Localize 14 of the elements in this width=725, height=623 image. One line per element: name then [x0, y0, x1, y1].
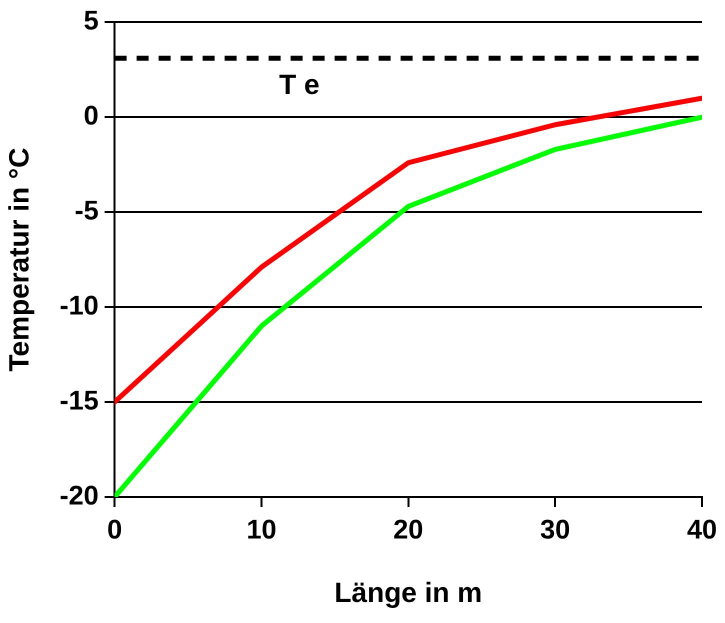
- x-tick-label: 40: [686, 514, 718, 545]
- x-tick-label: 20: [393, 514, 424, 545]
- x-axis-title: Länge in m: [334, 576, 482, 608]
- x-tick-label: 10: [246, 514, 276, 545]
- x-tick-label: 0: [107, 514, 122, 545]
- x-tick-label: 30: [540, 514, 570, 545]
- y-tick-label: 5: [84, 6, 99, 36]
- y-tick-label: -15: [60, 385, 99, 416]
- y-tick-label: -5: [74, 196, 99, 226]
- y-tick-label: -10: [60, 290, 99, 321]
- y-axis-title: Temperatur in °C: [4, 148, 35, 372]
- ref-line-label: T e: [279, 69, 320, 100]
- y-tick-label: 0: [84, 100, 99, 131]
- y-tick-label: -20: [60, 480, 99, 510]
